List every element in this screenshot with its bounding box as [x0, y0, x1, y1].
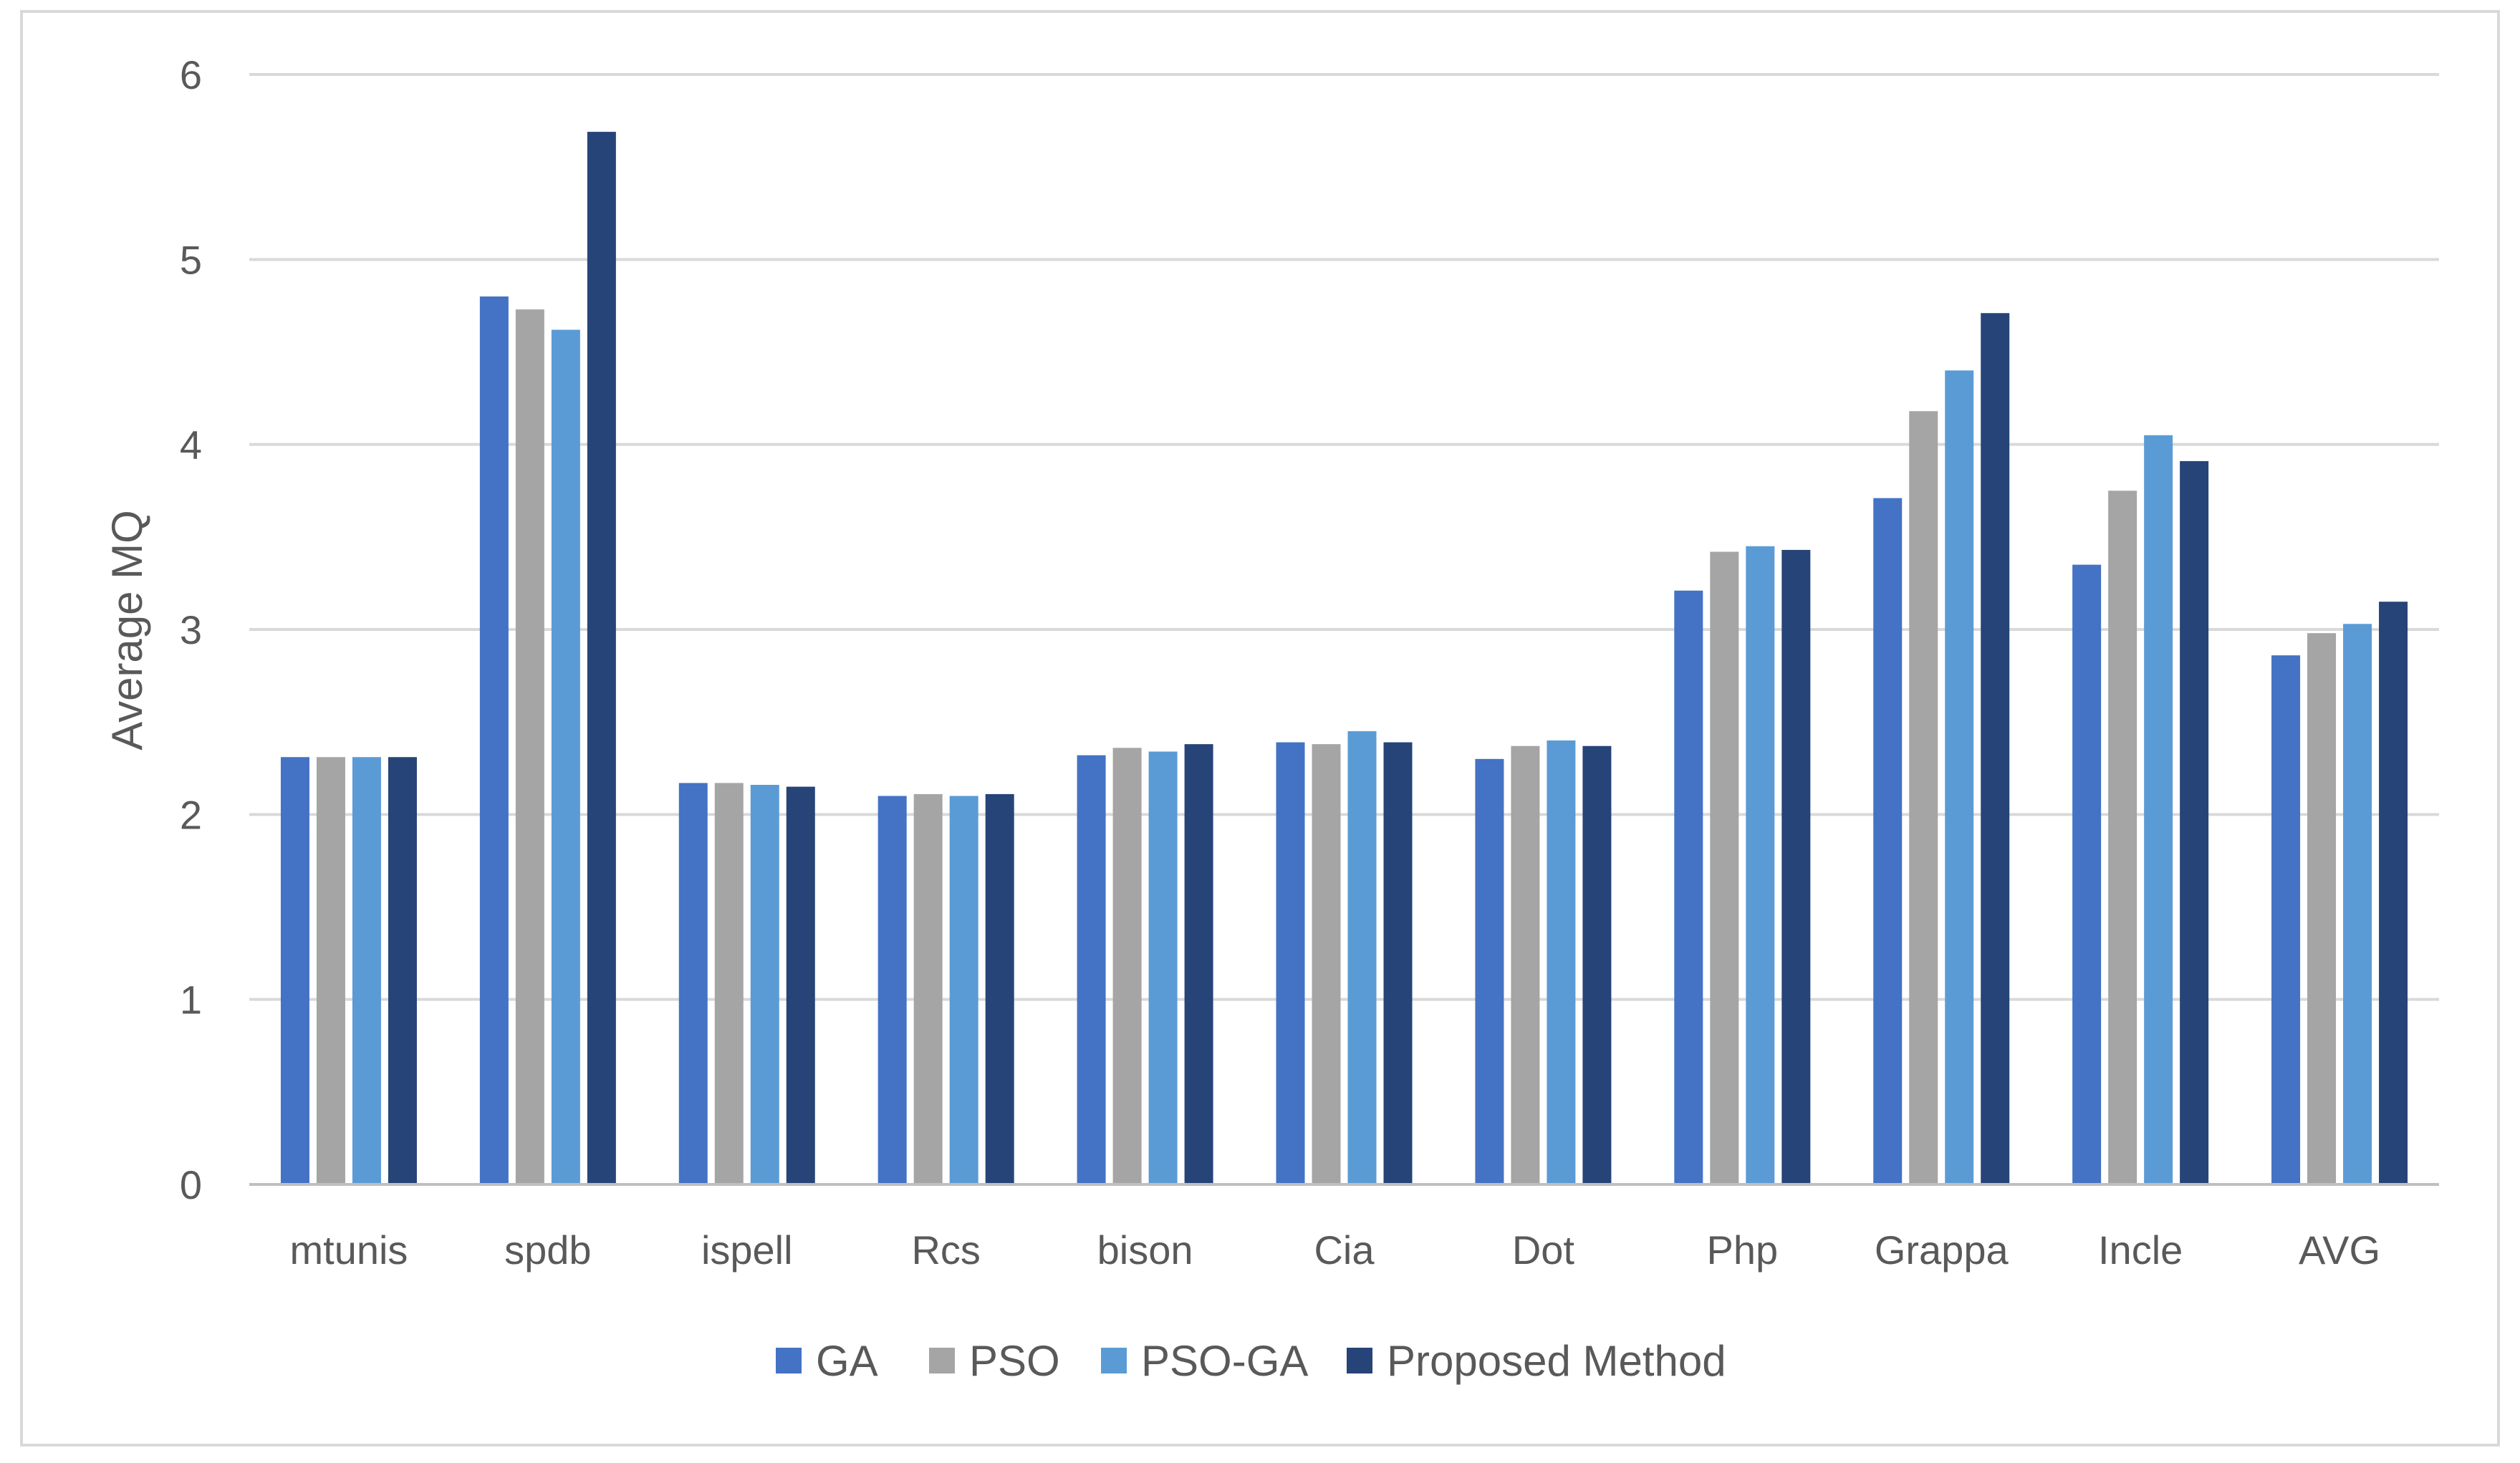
bar-proposed-method-cia	[1383, 742, 1413, 1184]
legend-label-proposed-method: Proposed Method	[1387, 1337, 1726, 1385]
bar-ga-grappa	[1873, 498, 1903, 1184]
x-tick-label: Cia	[1314, 1227, 1375, 1273]
bar-pso-spdb	[515, 309, 544, 1184]
bar-pso-ga-incle	[2144, 435, 2173, 1184]
bar-ga-dot	[1475, 758, 1504, 1184]
bar-ga-ispell	[678, 783, 708, 1184]
bar-ga-spdb	[479, 296, 509, 1184]
legend-label-pso-ga: PSO-GA	[1141, 1337, 1308, 1385]
x-tick-label: mtunis	[289, 1227, 408, 1273]
bar-pso-ga-avg	[2343, 624, 2372, 1184]
x-tick-label: Rcs	[911, 1227, 980, 1273]
x-tick-label: Dot	[1512, 1227, 1575, 1273]
bar-proposed-method-grappa	[1981, 313, 2010, 1184]
y-axis-ticks: 0 1 2 3 4 5 6	[180, 52, 202, 1207]
bar-proposed-method-incle	[2180, 460, 2209, 1184]
bar-pso-mtunis	[316, 757, 345, 1184]
x-tick-label: AVG	[2299, 1227, 2380, 1273]
legend-swatch-ga	[776, 1348, 802, 1373]
bar-pso-dot	[1511, 745, 1540, 1184]
y-tick-label: 3	[180, 607, 202, 652]
x-tick-label: Grappa	[1875, 1227, 2009, 1273]
y-axis-title: Average MQ	[103, 510, 151, 750]
bar-pso-grappa	[1909, 411, 1938, 1184]
bar-pso-ga-mtunis	[352, 757, 381, 1184]
legend: GA PSO PSO-GA Proposed Method	[776, 1337, 1726, 1385]
x-tick-label: Php	[1706, 1227, 1778, 1273]
bar-pso-ga-dot	[1547, 740, 1576, 1184]
bar-proposed-method-ispell	[786, 786, 815, 1184]
y-tick-label: 0	[180, 1162, 202, 1207]
x-tick-label: spdb	[504, 1227, 591, 1273]
bar-proposed-method-avg	[2379, 602, 2408, 1184]
bar-ga-cia	[1276, 742, 1305, 1184]
legend-label-ga: GA	[816, 1337, 878, 1385]
bar-pso-ga-grappa	[1945, 370, 1974, 1185]
bar-pso-rcs	[913, 793, 943, 1184]
bar-proposed-method-spdb	[587, 132, 616, 1184]
bar-ga-mtunis	[280, 757, 309, 1184]
bar-ga-php	[1674, 590, 1703, 1184]
bar-pso-ispell	[714, 783, 744, 1184]
y-tick-label: 4	[180, 423, 202, 468]
bar-pso-incle	[2108, 491, 2137, 1184]
y-tick-label: 6	[180, 52, 202, 97]
bar-pso-ga-bison	[1148, 751, 1178, 1184]
bar-ga-bison	[1077, 755, 1106, 1184]
bar-proposed-method-rcs	[985, 793, 1014, 1184]
bar-ga-rcs	[877, 796, 907, 1184]
y-tick-label: 5	[180, 237, 202, 282]
bar-pso-ga-ispell	[750, 785, 779, 1184]
bar-ga-incle	[2072, 564, 2102, 1184]
x-axis-category-labels: mtunis spdb ispell Rcs bison Cia Dot Php Grappa I…	[289, 1227, 2380, 1273]
bar-pso-cia	[1312, 744, 1341, 1184]
bar-ga-avg	[2271, 655, 2301, 1184]
bar-pso-ga-cia	[1347, 731, 1377, 1184]
legend-label-pso: PSO	[969, 1337, 1060, 1385]
legend-swatch-pso-ga	[1101, 1348, 1127, 1373]
bar-pso-avg	[2307, 633, 2337, 1184]
bar-pso-bison	[1112, 748, 1142, 1184]
legend-swatch-pso	[929, 1348, 955, 1373]
x-tick-label: ispell	[701, 1227, 793, 1273]
x-tick-label: Incle	[2098, 1227, 2183, 1273]
x-tick-label: bison	[1097, 1227, 1193, 1273]
legend-swatch-proposed-method	[1347, 1348, 1372, 1373]
bar-proposed-method-php	[1781, 549, 1811, 1184]
bar-proposed-method-dot	[1582, 745, 1612, 1184]
bar-proposed-method-bison	[1184, 744, 1213, 1184]
bar-pso-ga-rcs	[949, 796, 978, 1184]
bar-pso-ga-spdb	[551, 329, 580, 1184]
bars	[280, 132, 2408, 1185]
bar-proposed-method-mtunis	[388, 757, 417, 1184]
y-tick-label: 1	[180, 977, 202, 1023]
bar-pso-ga-php	[1746, 546, 1775, 1184]
bar-pso-php	[1710, 551, 1739, 1184]
y-tick-label: 2	[180, 792, 202, 837]
